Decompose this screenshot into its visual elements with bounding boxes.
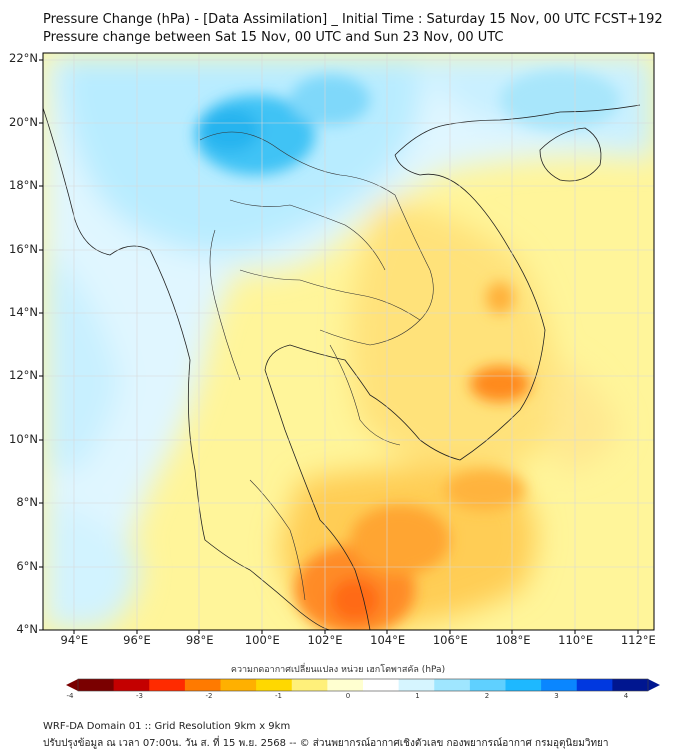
colorbar-swatch — [434, 679, 471, 691]
lon-label: 106°E — [432, 633, 468, 647]
lon-label: 110°E — [558, 633, 594, 647]
colorbar-swatch — [505, 679, 542, 691]
colorbar-min-arrow — [66, 679, 78, 691]
colorbar-title: ความกดอากาศเปลี่ยนแปลง หน่วย เฮกโตพาสคัล… — [230, 665, 446, 675]
colorbar-swatch — [149, 679, 186, 691]
lon-label: 94°E — [60, 633, 89, 647]
lat-label: 10°N — [9, 431, 38, 446]
lon-label: 112°E — [620, 633, 656, 647]
colorbar-swatch — [363, 679, 400, 691]
colorbar-tick-label: 3 — [554, 692, 559, 700]
high-core-gulf-of-thailand — [330, 578, 380, 622]
colorbar-swatch — [113, 679, 150, 691]
credit-line: ปรับปรุงข้อมูล ณ เวลา 07:00น. วัน ส. ที่… — [43, 738, 609, 749]
lat-label: 18°N — [9, 178, 38, 193]
lat-label: 16°N — [9, 241, 38, 256]
colorbar-tick-label: 2 — [484, 692, 490, 700]
colorbar-swatch — [398, 679, 435, 691]
colorbar-tick-label: -2 — [205, 692, 213, 700]
colorbar — [66, 678, 660, 692]
colorbar-swatch — [612, 679, 649, 691]
lat-label: 4°N — [16, 622, 38, 636]
high-core-central-highlands — [470, 366, 530, 402]
graticule — [43, 53, 654, 630]
lon-label: 102°E — [307, 633, 343, 647]
pressure-change-map — [39, 52, 655, 634]
colorbar-tick-label: 4 — [623, 692, 629, 700]
lat-label: 6°N — [16, 558, 38, 573]
colorbar-outline — [77, 678, 649, 692]
lat-label: 14°N — [9, 304, 38, 319]
axis-ticks — [39, 59, 639, 634]
colorbar-swatch — [576, 679, 613, 691]
colorbar-swatch — [256, 679, 293, 691]
colorbar-swatch — [327, 679, 364, 691]
colorbar-swatch — [220, 679, 257, 691]
high-core-laos — [486, 282, 514, 314]
colorbar-swatch — [184, 679, 221, 691]
colorbar-tick-label: -3 — [136, 692, 143, 700]
field-layer — [43, 53, 654, 630]
colorbar-swatch — [541, 679, 578, 691]
map-subtitle: Pressure change between Sat 15 Nov, 00 U… — [43, 30, 504, 45]
lon-label: 100°E — [244, 633, 280, 647]
lat-label: 12°N — [9, 368, 38, 383]
lon-label: 104°E — [370, 633, 406, 647]
political-borders — [199, 131, 434, 601]
colorbar-swatch — [469, 679, 506, 691]
model-info: WRF-DA Domain 01 :: Grid Resolution 9km … — [43, 721, 291, 732]
colorbar-max-arrow — [648, 679, 660, 691]
lat-label: 8°N — [16, 495, 38, 510]
lon-label: 108°E — [495, 633, 531, 647]
colorbar-tick-label: 1 — [415, 692, 420, 700]
lon-label: 96°E — [123, 633, 151, 647]
lat-label: 20°N — [9, 114, 38, 129]
coastlines — [43, 104, 641, 630]
colorbar-tick-label: -4 — [66, 692, 74, 700]
field-cores — [195, 70, 620, 630]
colorbar-swatch — [291, 679, 328, 691]
colorbar-swatch — [78, 679, 115, 691]
colorbar-tick-label: -1 — [275, 692, 282, 700]
map-title: Pressure Change (hPa) - [Data Assimilati… — [43, 12, 663, 27]
lon-label: 98°E — [185, 633, 214, 647]
map-frame — [42, 52, 655, 631]
colorbar-tick-label: 0 — [345, 692, 351, 700]
lat-label: 22°N — [9, 51, 38, 66]
